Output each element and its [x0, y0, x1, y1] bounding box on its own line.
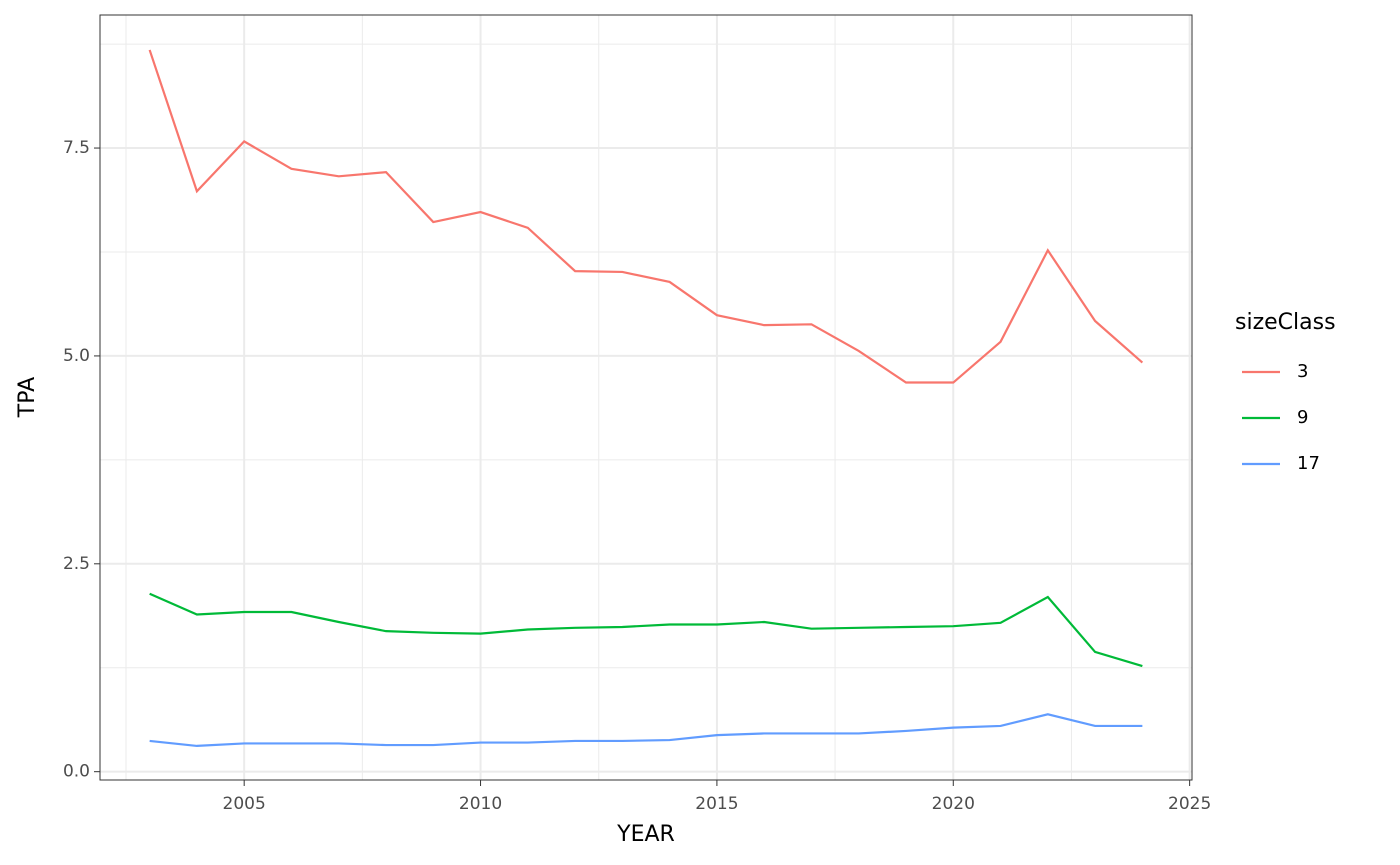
line	[149, 592, 1143, 668]
y-tick-label: 5.0	[63, 346, 90, 366]
y-tick-label: 0.0	[63, 762, 90, 782]
legend-title: sizeClass	[1235, 310, 1336, 335]
line	[149, 713, 1143, 748]
x-tick-label: 2005	[223, 794, 266, 814]
legend-label: 9	[1297, 407, 1308, 428]
line	[148, 49, 1144, 384]
y-tick-label: 2.5	[63, 554, 90, 574]
x-tick-label: 2020	[932, 794, 975, 814]
x-axis-title: YEAR	[616, 822, 675, 847]
x-tick-label: 2015	[695, 794, 738, 814]
legend-label: 17	[1297, 453, 1320, 474]
legend-label: 3	[1297, 361, 1308, 382]
x-tick-label: 2010	[459, 794, 502, 814]
plot-border	[99, 14, 1193, 781]
y-axis-title: TPA	[15, 377, 40, 418]
y-tick-label: 7.5	[63, 138, 90, 158]
x-tick-label: 2025	[1168, 794, 1211, 814]
